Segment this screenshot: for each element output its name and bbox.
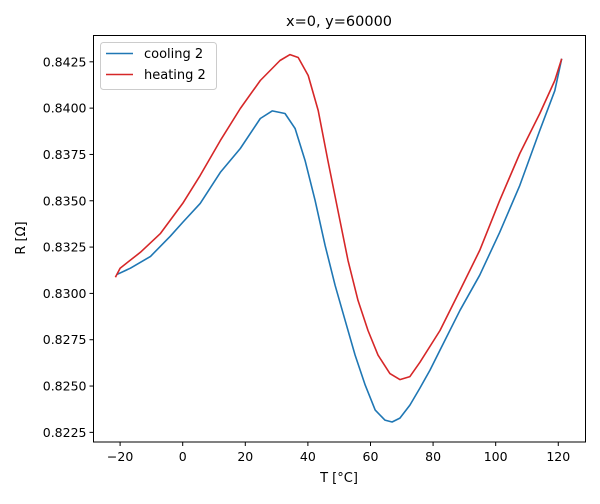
legend-label-heating: heating 2 [144, 68, 206, 83]
y-tick-label: 0.8225 [43, 425, 87, 440]
series-line-heating-2 [114, 53, 563, 381]
chart-title: x=0, y=60000 [286, 14, 392, 30]
legend-label-cooling: cooling 2 [144, 47, 203, 62]
y-tick-label: 0.8375 [43, 147, 87, 162]
y-axis-label: R [Ω] [14, 221, 29, 254]
x-axis-label: T [°C] [319, 471, 358, 486]
y-tick-label: 0.8275 [43, 332, 87, 347]
y-tick-label: 0.8400 [43, 101, 87, 116]
x-tick-label: 100 [484, 449, 508, 464]
legend: cooling 2 heating 2 [100, 42, 217, 90]
y-tick-label: 0.8350 [43, 193, 87, 208]
y-tick-label: 0.8300 [43, 286, 87, 301]
series-line-cooling-2 [116, 58, 563, 423]
y-tick-label: 0.8250 [43, 379, 87, 394]
x-tick-label: −20 [107, 449, 133, 464]
x-tick-label: 0 [179, 449, 187, 464]
x-tick-label: 60 [363, 449, 379, 464]
y-tick-label: 0.8325 [43, 240, 87, 255]
plot-frame [93, 35, 586, 443]
x-tick-label: 20 [237, 449, 253, 464]
x-tick-label: 120 [546, 449, 570, 464]
x-tick-label: 80 [425, 449, 441, 464]
y-tick-label: 0.8425 [43, 54, 87, 69]
x-tick-label: 40 [300, 449, 316, 464]
